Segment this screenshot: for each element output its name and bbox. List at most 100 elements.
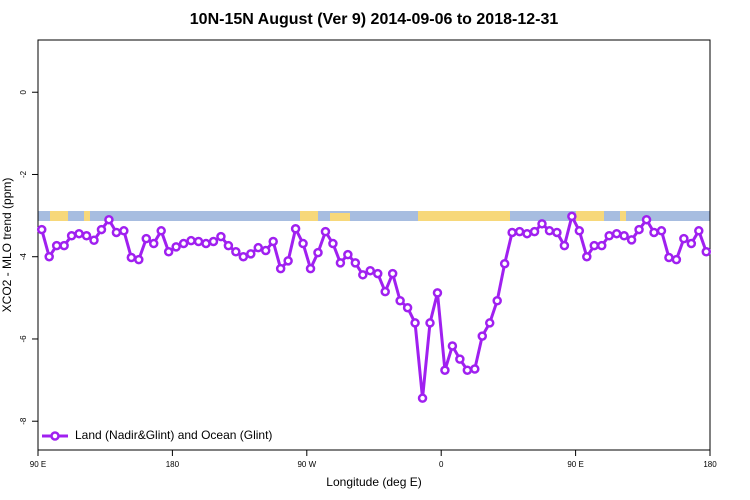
data-point bbox=[529, 226, 540, 237]
data-point bbox=[81, 230, 92, 241]
data-point bbox=[470, 364, 480, 374]
data-point bbox=[163, 247, 174, 257]
x-tick-label: 180 bbox=[703, 460, 717, 469]
y-tick-label: -4 bbox=[19, 253, 28, 261]
data-point bbox=[208, 236, 219, 247]
data-point bbox=[148, 238, 159, 249]
data-point bbox=[402, 302, 413, 313]
legend-marker bbox=[50, 431, 60, 441]
data-point bbox=[298, 238, 308, 249]
data-point bbox=[171, 242, 181, 252]
land-ocean-strip bbox=[38, 211, 710, 221]
data-point bbox=[66, 230, 77, 241]
data-point bbox=[567, 211, 577, 222]
data-point bbox=[305, 263, 316, 274]
data-point bbox=[425, 318, 435, 328]
data-point bbox=[141, 233, 152, 244]
data-point bbox=[589, 240, 600, 251]
data-point bbox=[186, 235, 196, 246]
data-point bbox=[44, 251, 54, 262]
data-point bbox=[134, 254, 144, 265]
data-point bbox=[492, 295, 502, 306]
data-point bbox=[328, 238, 338, 249]
data-point bbox=[552, 227, 562, 238]
data-point bbox=[283, 256, 293, 266]
series-line bbox=[40, 212, 708, 399]
data-point bbox=[559, 240, 570, 251]
x-axis-label: Longitude (deg E) bbox=[326, 475, 421, 489]
plot-frame bbox=[37, 39, 711, 451]
data-point bbox=[343, 249, 353, 260]
data-point bbox=[582, 251, 592, 262]
data-point bbox=[51, 240, 62, 251]
y-axis-label: XCO2 - MLO trend (ppm) bbox=[0, 178, 14, 313]
data-point bbox=[514, 226, 525, 237]
legend-label: Land (Nadir&Glint) and Ocean (Glint) bbox=[75, 428, 272, 442]
data-point bbox=[335, 258, 346, 268]
data-point bbox=[522, 228, 532, 239]
data-point bbox=[260, 245, 271, 256]
x-tick-label: 180 bbox=[166, 460, 180, 469]
data-point bbox=[290, 224, 301, 234]
data-point bbox=[104, 214, 114, 225]
data-point bbox=[619, 230, 629, 241]
data-point bbox=[440, 365, 450, 375]
data-point bbox=[671, 254, 682, 265]
data-point bbox=[193, 236, 204, 247]
data-point bbox=[537, 219, 547, 229]
data-point bbox=[455, 354, 465, 364]
data-point bbox=[89, 235, 99, 246]
data-point bbox=[372, 268, 383, 279]
data-point bbox=[126, 252, 137, 263]
data-point bbox=[507, 227, 517, 238]
data-point bbox=[201, 238, 211, 249]
data-point bbox=[462, 365, 473, 375]
data-point bbox=[544, 226, 555, 236]
data-point bbox=[634, 224, 644, 235]
x-tick-label: 90 W bbox=[297, 460, 316, 469]
data-point bbox=[313, 247, 323, 258]
data-point bbox=[679, 233, 689, 244]
data-point bbox=[574, 226, 585, 236]
x-tick-label: 0 bbox=[439, 460, 444, 469]
x-tick-label: 90 E bbox=[30, 460, 46, 469]
data-point bbox=[365, 265, 376, 276]
data-point bbox=[119, 226, 129, 236]
data-point bbox=[686, 238, 697, 249]
data-point bbox=[499, 258, 510, 269]
data-point bbox=[611, 228, 622, 239]
data-point bbox=[701, 247, 712, 257]
data-point bbox=[649, 227, 659, 238]
data-point bbox=[178, 238, 189, 249]
data-point bbox=[350, 258, 361, 268]
x-tick-label: 90 E bbox=[567, 460, 583, 469]
data-point bbox=[275, 263, 286, 274]
data-point bbox=[641, 214, 652, 225]
data-point bbox=[432, 288, 443, 298]
chart-title: 10N-15N August (Ver 9) 2014-09-06 to 201… bbox=[190, 11, 559, 28]
data-point bbox=[664, 252, 674, 263]
y-tick-label: 0 bbox=[19, 89, 28, 94]
y-tick-label: -6 bbox=[19, 335, 28, 343]
data-point bbox=[238, 251, 249, 262]
data-point bbox=[358, 270, 368, 280]
y-tick-label: -8 bbox=[19, 417, 28, 425]
data-point bbox=[694, 226, 704, 236]
data-point bbox=[111, 227, 122, 238]
data-point bbox=[626, 235, 637, 245]
data-point bbox=[253, 242, 264, 253]
data-point bbox=[36, 224, 47, 235]
data-point bbox=[417, 393, 428, 403]
data-point bbox=[447, 341, 458, 351]
data-point bbox=[320, 226, 331, 237]
data-point bbox=[96, 224, 107, 235]
data-point bbox=[380, 286, 390, 297]
data-point bbox=[387, 268, 398, 279]
data-point bbox=[484, 318, 495, 328]
data-point bbox=[596, 240, 607, 251]
data-point bbox=[231, 247, 241, 257]
data-point bbox=[477, 331, 488, 341]
data-point bbox=[156, 226, 166, 236]
data-point bbox=[59, 240, 69, 251]
